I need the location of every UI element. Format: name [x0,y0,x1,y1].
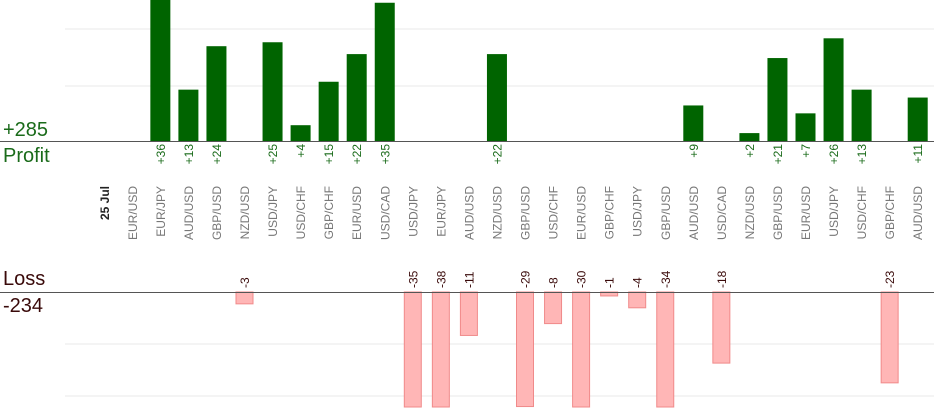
profit-value-label: +13 [182,144,196,165]
profit-bar [374,2,395,141]
category-label: GBP/USD [771,186,785,240]
loss-value-label: -11 [462,271,476,288]
loss-bar [431,291,450,408]
loss-total: -234 [3,295,44,317]
profit-bar [851,89,872,141]
profit-bar [262,42,283,141]
loss-bar [516,291,534,408]
category-label: AUD/USD [182,186,196,240]
profit-label: Profit [3,145,50,167]
category-label: AUD/USD [911,186,925,240]
profit-bar [150,0,171,141]
profit-bar [486,54,507,141]
loss-value-label: -35 [406,270,420,288]
loss-value-label: -34 [659,270,673,288]
category-label: USD/CAD [715,186,729,240]
profit-bar [767,58,788,141]
category-label: USD/JPY [266,186,280,237]
profit-bar [683,105,704,141]
category-label: EUR/USD [799,186,813,240]
profit-bar [346,54,367,141]
loss-bar [544,291,563,325]
profit-value-label: +2 [743,144,757,158]
profit-total: +285 [3,119,49,141]
category-label: USD/CHF [547,186,561,239]
loss-value-label: -38 [434,270,448,288]
category-label: USD/CHF [294,186,308,239]
profit-bar [739,133,760,141]
category-label: USD/CAD [378,186,392,240]
profit-value-label: +11 [911,144,925,164]
category-label: EUR/JPY [154,186,168,237]
loss-bar [880,291,899,384]
loss-bar [712,291,731,364]
loss-label: Loss [3,268,46,290]
profit-value-label: +21 [771,144,785,165]
category-label: EUR/JPY [434,186,448,237]
profit-bar [178,89,199,141]
profit-value-label: +22 [350,144,364,165]
profit-bar [290,125,311,141]
profit-value-label: +4 [294,144,308,158]
loss-bar [459,291,478,336]
category-label: EUR/USD [350,186,364,240]
category-label: GBP/USD [659,186,673,240]
category-label: USD/CHF [855,186,869,239]
category-label: NZD/USD [238,186,252,240]
profit-value-label: +22 [490,144,504,165]
category-label: GBP/CHF [603,186,617,239]
profit-bar [823,38,844,141]
category-label: GBP/USD [519,186,533,240]
profit-bar [907,97,928,141]
category-label: GBP/USD [210,186,224,240]
profit-value-label: +25 [266,144,280,165]
category-label: NZD/USD [743,186,757,240]
loss-bar [656,291,675,408]
category-label: EUR/USD [575,186,589,240]
category-label: USD/JPY [631,186,645,237]
loss-value-label: -29 [519,270,533,288]
profit-value-label: +36 [154,144,168,165]
profit-value-label: +24 [210,144,224,165]
loss-value-label: -30 [575,270,589,288]
loss-value-label: -18 [715,270,729,288]
profit-value-label: +35 [378,144,392,165]
loss-value-label: -3 [238,277,252,288]
loss-value-label: -8 [547,277,561,288]
loss-bar [572,291,591,408]
profit-bar [795,113,816,141]
profit-value-label: +13 [855,144,869,165]
category-label: GBP/CHF [883,186,897,239]
loss-value-label: -23 [883,270,897,288]
loss-value-label: -4 [631,277,645,288]
category-label: AUD/USD [462,186,476,240]
loss-bar [628,291,647,309]
profit-value-label: +9 [687,144,701,158]
loss-bar [235,291,254,305]
category-label: EUR/USD [126,186,140,240]
profit-value-label: +26 [827,144,841,165]
category-label: GBP/CHF [322,186,336,239]
date-label: 25 Jul [98,186,112,220]
loss-bar [403,291,422,408]
profit-bar [318,81,339,141]
profit-value-label: +7 [799,144,813,158]
profit-bar [206,46,227,142]
profit-value-label: +15 [322,144,336,165]
category-label: USD/JPY [406,186,420,237]
category-label: NZD/USD [490,186,504,240]
category-label: USD/JPY [827,186,841,237]
category-label: AUD/USD [687,186,701,240]
loss-value-label: -1 [603,277,617,288]
